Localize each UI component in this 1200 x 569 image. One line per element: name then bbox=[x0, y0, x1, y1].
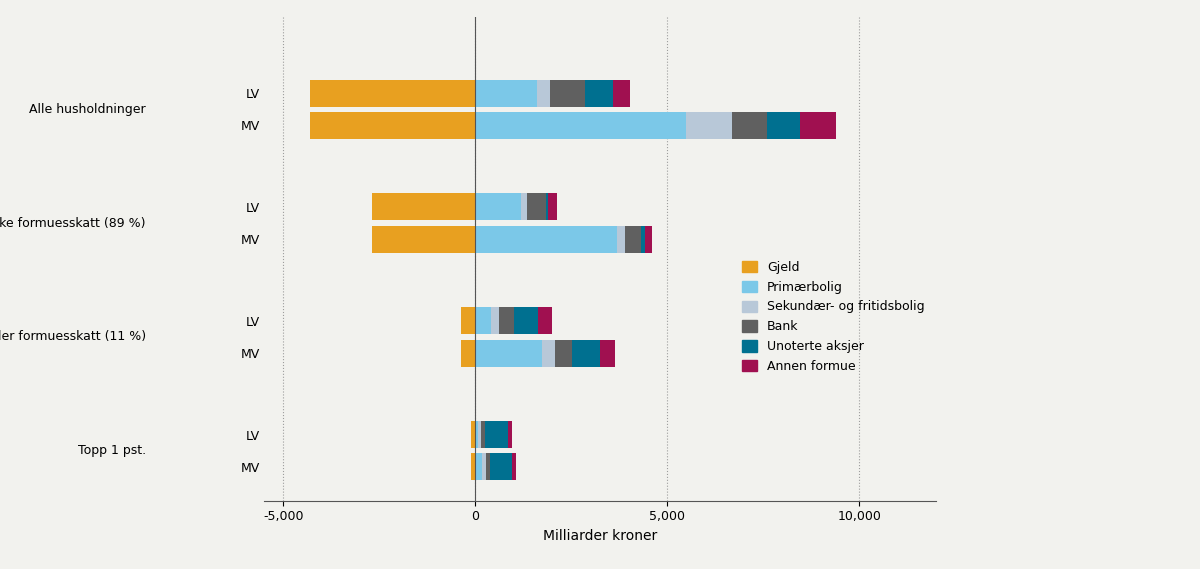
Bar bbox=[485, 422, 509, 448]
Text: Betaler formuesskatt (11 %): Betaler formuesskatt (11 %) bbox=[0, 331, 146, 344]
Bar bbox=[481, 422, 485, 448]
Bar bbox=[490, 453, 512, 480]
Bar bbox=[491, 307, 499, 335]
Bar bbox=[617, 225, 625, 253]
Bar bbox=[475, 340, 542, 366]
Bar bbox=[461, 340, 475, 366]
Bar bbox=[527, 193, 546, 221]
Bar bbox=[548, 193, 557, 221]
Bar bbox=[515, 307, 538, 335]
Bar bbox=[584, 80, 613, 106]
Bar bbox=[310, 80, 475, 106]
Bar bbox=[475, 422, 478, 448]
Bar bbox=[600, 340, 616, 366]
Bar bbox=[482, 453, 486, 480]
Bar bbox=[572, 340, 600, 366]
Bar bbox=[475, 112, 686, 139]
Bar bbox=[509, 422, 512, 448]
Bar bbox=[799, 112, 836, 139]
Text: Alle husholdninger: Alle husholdninger bbox=[29, 102, 146, 116]
Bar bbox=[499, 307, 515, 335]
Bar bbox=[546, 193, 548, 221]
Bar bbox=[310, 112, 475, 139]
Bar bbox=[478, 422, 481, 448]
Bar bbox=[475, 453, 482, 480]
Bar bbox=[372, 225, 475, 253]
Bar bbox=[613, 80, 630, 106]
Bar bbox=[521, 193, 527, 221]
Text: Betaler ikke formuesskatt (89 %): Betaler ikke formuesskatt (89 %) bbox=[0, 217, 146, 229]
Text: Topp 1 pst.: Topp 1 pst. bbox=[78, 444, 146, 457]
Bar bbox=[732, 112, 767, 139]
Bar bbox=[472, 422, 475, 448]
Bar bbox=[642, 225, 644, 253]
Bar bbox=[475, 193, 521, 221]
Bar bbox=[538, 307, 552, 335]
Bar bbox=[461, 307, 475, 335]
Bar bbox=[767, 112, 799, 139]
Bar bbox=[686, 112, 732, 139]
Bar bbox=[542, 340, 556, 366]
Legend: Gjeld, Primærbolig, Sekundær- og fritidsbolig, Bank, Unoterte aksjer, Annen form: Gjeld, Primærbolig, Sekundær- og fritids… bbox=[737, 255, 930, 378]
Bar bbox=[472, 453, 475, 480]
Bar bbox=[536, 80, 550, 106]
Bar bbox=[512, 453, 516, 480]
Bar bbox=[486, 453, 490, 480]
Bar bbox=[475, 80, 536, 106]
X-axis label: Milliarder kroner: Milliarder kroner bbox=[542, 529, 658, 543]
Bar bbox=[475, 307, 491, 335]
Bar bbox=[556, 340, 572, 366]
Bar bbox=[372, 193, 475, 221]
Bar bbox=[475, 225, 617, 253]
Bar bbox=[644, 225, 653, 253]
Bar bbox=[550, 80, 584, 106]
Bar bbox=[625, 225, 642, 253]
